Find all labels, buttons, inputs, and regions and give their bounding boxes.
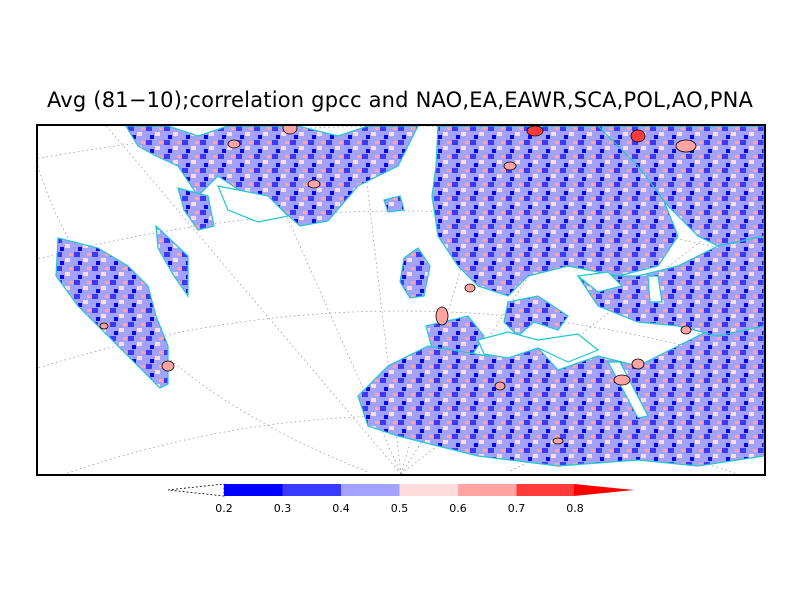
labrador <box>155 224 189 298</box>
colorbar-box <box>224 484 283 496</box>
hudson-bay <box>217 185 290 223</box>
colorbar-tick-label: 0.5 <box>391 502 409 515</box>
colorbar-box <box>458 484 517 496</box>
iceland <box>383 195 405 213</box>
colorbar-legend: 0.2 0.3 0.4 0.5 0.6 0.7 0.8 <box>168 483 634 515</box>
colorbar-tick-label: 0.4 <box>332 502 350 515</box>
british-isles <box>399 247 431 299</box>
north-america-west <box>55 237 169 389</box>
high-correlation-patches <box>99 126 697 445</box>
colorbar-tick-label: 0.3 <box>274 502 292 515</box>
seas <box>217 185 663 419</box>
colorbar-below-min-triangle <box>168 483 225 497</box>
land-fill <box>55 126 764 467</box>
colorbar-box <box>399 484 458 496</box>
colorbar-boxes <box>224 484 575 496</box>
mediterranean <box>477 331 600 363</box>
map-frame <box>36 124 766 476</box>
colorbar-box <box>516 484 575 496</box>
colorbar-tick-labels: 0.2 0.3 0.4 0.5 0.6 0.7 0.8 <box>215 502 584 515</box>
caspian <box>647 275 663 303</box>
map-title: Avg (81−10);correlation gpcc and NAO,EA,… <box>46 88 754 112</box>
black-sea <box>576 271 624 293</box>
colorbar-box <box>282 484 341 496</box>
arctic-islands <box>177 187 215 231</box>
colorbar-tick-label: 0.7 <box>508 502 526 515</box>
colorbar-above-max-triangle <box>574 484 634 496</box>
map-canvas <box>38 126 764 474</box>
middle-east <box>576 235 764 337</box>
northern-canada <box>125 126 419 227</box>
colorbar-tick-label: 0.8 <box>566 502 584 515</box>
italy-balkans <box>503 295 569 337</box>
colorbar-tick-label: 0.2 <box>215 502 233 515</box>
colorbar-box <box>341 484 400 496</box>
colorbar-tick-label: 0.6 <box>449 502 467 515</box>
